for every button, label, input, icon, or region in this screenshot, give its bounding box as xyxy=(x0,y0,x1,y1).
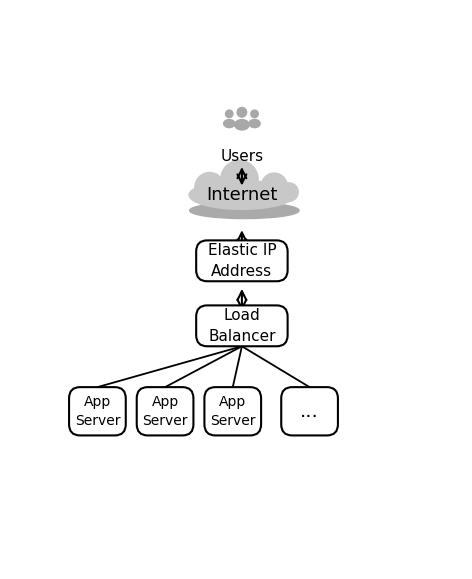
Text: ...: ... xyxy=(300,402,319,421)
Circle shape xyxy=(237,108,247,117)
Text: App
Server: App Server xyxy=(75,394,120,428)
Ellipse shape xyxy=(190,203,299,219)
FancyBboxPatch shape xyxy=(137,387,194,435)
Circle shape xyxy=(221,160,258,199)
Text: Users: Users xyxy=(220,149,263,163)
Text: App
Server: App Server xyxy=(143,394,188,428)
Circle shape xyxy=(261,173,287,200)
Circle shape xyxy=(226,110,233,118)
Text: Elastic IP
Address: Elastic IP Address xyxy=(208,243,276,279)
FancyBboxPatch shape xyxy=(69,387,126,435)
FancyBboxPatch shape xyxy=(196,305,287,346)
Circle shape xyxy=(251,110,258,118)
Circle shape xyxy=(195,173,224,203)
Ellipse shape xyxy=(235,120,249,130)
FancyBboxPatch shape xyxy=(196,240,287,281)
Text: App
Server: App Server xyxy=(210,394,255,428)
Text: Load
Balancer: Load Balancer xyxy=(208,308,276,344)
Text: Internet: Internet xyxy=(206,186,278,204)
Ellipse shape xyxy=(189,181,295,210)
Ellipse shape xyxy=(224,119,235,127)
Circle shape xyxy=(280,183,298,201)
FancyBboxPatch shape xyxy=(204,387,261,435)
FancyBboxPatch shape xyxy=(281,387,338,435)
Ellipse shape xyxy=(249,119,260,127)
